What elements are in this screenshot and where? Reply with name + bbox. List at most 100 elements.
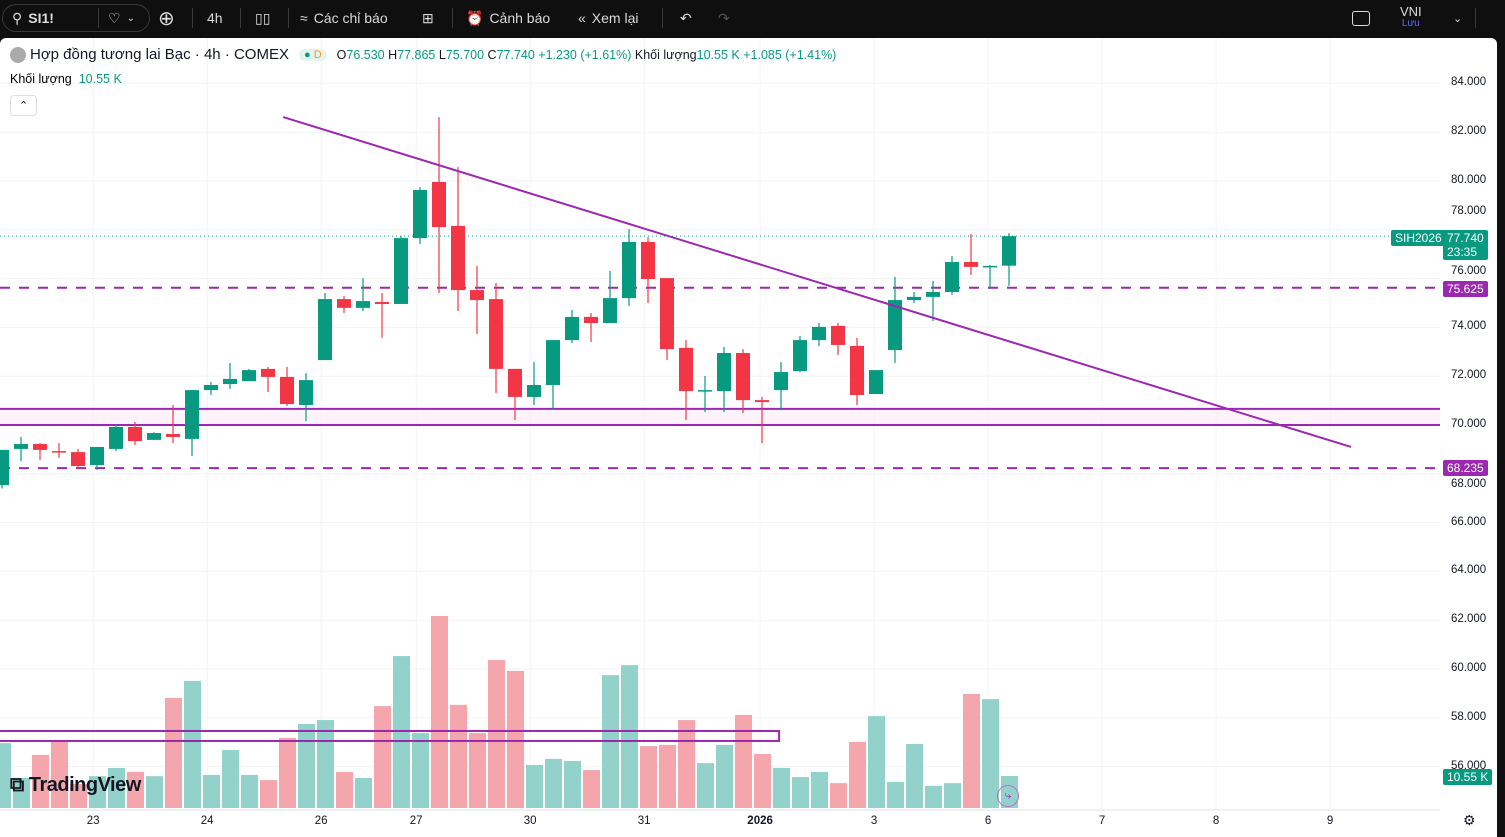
low-label: L <box>438 47 446 62</box>
level-tag-low: 68.235 <box>1443 460 1488 476</box>
undo-button[interactable]: ↶ <box>680 0 692 36</box>
fullscreen-button[interactable] <box>1352 0 1370 36</box>
volume-bar <box>583 770 600 808</box>
volume-bar <box>678 720 695 808</box>
tradingview-logo[interactable]: ⧉ TradingView <box>10 774 141 797</box>
price-tick-label: 62.000 <box>1451 613 1487 626</box>
alerts-button[interactable]: ⏰ Cảnh báo <box>466 0 550 36</box>
collapse-legend-button[interactable]: ⌃ <box>10 95 37 116</box>
indicators-button[interactable]: ≈ Các chỉ báo <box>300 0 388 36</box>
compare-button[interactable]: ♡ ⌄ <box>108 0 135 36</box>
volume-tag: 10.55 K <box>1443 769 1493 785</box>
volume-bar <box>887 781 904 808</box>
volume-bar <box>830 783 847 808</box>
volume-value: 10.55 K <box>696 47 740 62</box>
volume-bar <box>925 785 942 808</box>
add-symbol-button[interactable]: ⊕ <box>158 0 175 36</box>
volume-bar <box>89 776 106 808</box>
volume-bar <box>811 771 828 808</box>
candle-body <box>926 292 940 297</box>
layout-menu-button[interactable]: ⌄ <box>1453 0 1462 36</box>
volume-bar <box>621 665 638 808</box>
candle-body <box>223 378 237 385</box>
time-tick-label: 27 <box>409 815 423 827</box>
volume-change: +1.085 (+1.41%) <box>743 47 837 62</box>
volume-bar <box>754 754 771 808</box>
symbol-search[interactable] <box>2 4 150 32</box>
time-tick-label: 2026 <box>747 815 773 827</box>
layout-save-button[interactable]: VNI Lưu <box>1400 0 1422 36</box>
low-value: 75.700 <box>445 47 485 62</box>
undo-icon: ↶ <box>680 9 692 26</box>
candle-body <box>489 299 503 369</box>
symbol-legend: Hợp đồng tương lai Bạc · 4h · COMEX ● D … <box>10 46 836 63</box>
candle-body <box>774 372 788 391</box>
volume-bar <box>450 704 467 808</box>
candle-body <box>147 433 161 440</box>
volume-bar <box>659 744 676 808</box>
volume-bar <box>469 733 486 808</box>
time-tick-label: 23 <box>86 815 100 827</box>
chart-type-button[interactable]: ▯▯ <box>255 0 270 36</box>
interval-button[interactable]: 4h <box>207 0 223 36</box>
layout-name: VNI <box>1400 4 1422 19</box>
volume-bar <box>108 767 125 808</box>
replay-button[interactable]: « Xem lại <box>578 0 638 36</box>
volume-bar <box>507 670 524 808</box>
templates-button[interactable]: ⊞ <box>422 0 434 36</box>
gear-icon: ⚙ <box>1463 812 1476 828</box>
volume-bar <box>0 743 11 808</box>
volume-bar <box>51 740 68 808</box>
time-tick-label: 9 <box>1326 815 1334 827</box>
candle-body <box>679 347 693 392</box>
time-tick-label: 24 <box>200 815 214 827</box>
volume-bar <box>849 741 866 808</box>
candle-body <box>299 380 313 405</box>
price-tick-label: 58.000 <box>1451 710 1487 723</box>
search-icon: ⚲ <box>12 9 23 26</box>
price-tick-label: 78.000 <box>1451 204 1487 217</box>
volume-bar <box>906 744 923 808</box>
price-tick-label: 72.000 <box>1451 369 1487 382</box>
candle-body <box>546 340 560 385</box>
candle-body <box>812 326 826 341</box>
chevron-down-icon: ⌄ <box>1453 12 1463 25</box>
volume-bar <box>241 774 258 808</box>
symbol-search-button[interactable]: ⚲ SI1! <box>12 0 54 36</box>
candle-body <box>109 426 123 449</box>
time-tick-label: 7 <box>1098 815 1106 827</box>
indicators-icon: ≈ <box>300 10 308 26</box>
last-price-tag: 77.740 23:35 <box>1443 230 1488 260</box>
open-value: 76.530 <box>346 47 385 62</box>
symbol-title[interactable]: Hợp đồng tương lai Bạc · 4h · COMEX <box>30 46 289 63</box>
chevron-down-icon: ⌄ <box>126 12 135 24</box>
candle-body <box>907 296 921 301</box>
high-label: H <box>388 47 398 62</box>
time-tick-label: 26 <box>314 815 328 827</box>
settings-button[interactable]: ⚙ <box>1463 812 1476 829</box>
candle-body <box>52 451 66 453</box>
volume-bar <box>393 656 410 808</box>
candle-body <box>945 262 959 293</box>
right-sidebar <box>1497 36 1505 837</box>
chart-pane[interactable] <box>0 38 1497 837</box>
redo-button[interactable]: ↷ <box>718 0 730 36</box>
volume-bar <box>146 776 163 808</box>
candle-body <box>660 278 674 350</box>
snapshot-button[interactable]: ⤷ <box>997 785 1019 807</box>
candle-body <box>337 299 351 308</box>
symbol-tag: SIH2026 <box>1391 230 1446 246</box>
plus-circle-icon: ⊕ <box>158 7 175 30</box>
candle-body <box>850 345 864 395</box>
time-tick-label: 30 <box>523 815 537 827</box>
top-toolbar: ⚲ SI1! ♡ ⌄ ⊕ 4h ▯▯ ≈ Các chỉ báo ⊞ ⏰ Cảnh bá… <box>0 0 1505 36</box>
candle-body <box>508 368 522 397</box>
delayed-badge: D <box>313 48 322 61</box>
volume-bar <box>488 659 505 808</box>
candles-icon: ▯▯ <box>255 9 271 26</box>
price-tick-label: 56.000 <box>1451 759 1487 772</box>
candle-body <box>261 368 275 377</box>
diamond-icon: ♡ <box>108 9 121 26</box>
candle-body <box>831 325 845 345</box>
